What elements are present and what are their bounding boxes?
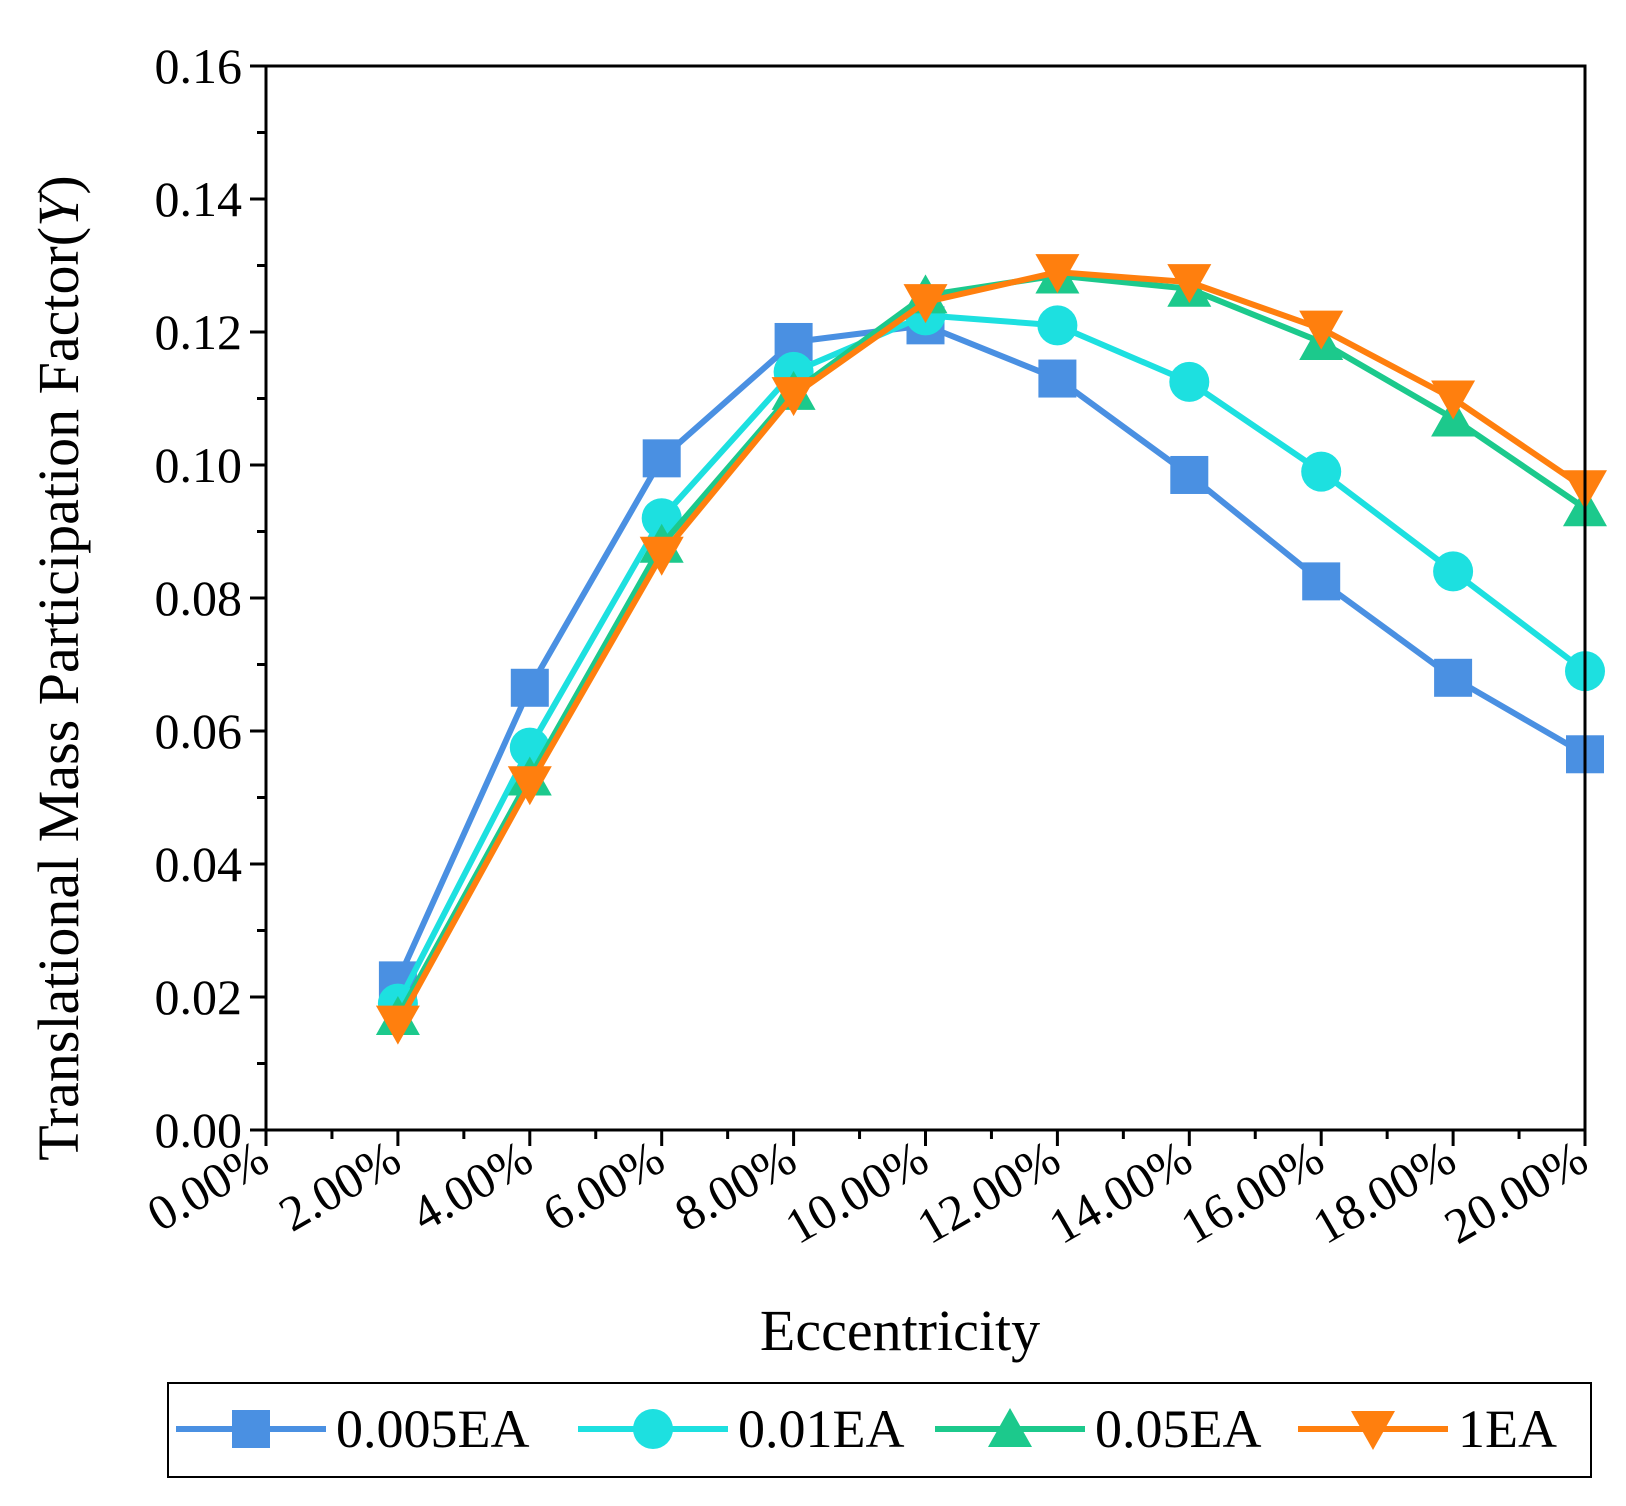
x-tick-label: 20.00% [1435, 1129, 1597, 1255]
legend-marker [988, 1408, 1032, 1447]
legend-label: 0.005EA [336, 1399, 529, 1459]
x-tick-label: 14.00% [1039, 1129, 1201, 1255]
plot-frame [264, 64, 1587, 1132]
data-point [375, 1005, 420, 1045]
y-tick-label: 0.02 [155, 969, 243, 1025]
data-point [1169, 361, 1210, 402]
legend-marker [633, 1409, 673, 1449]
x-tick-label: 10.00% [775, 1129, 937, 1255]
y-tick-label: 0.04 [155, 836, 243, 892]
x-tick-label: 6.00% [533, 1129, 673, 1242]
legend-item: 0.05EA [935, 1399, 1261, 1459]
x-tick-label: 4.00% [401, 1129, 541, 1242]
y-axis-title: Translational Mass Participation Factor(… [26, 175, 91, 1160]
y-axis-title-main: Translational Mass Participation Factor( [26, 227, 91, 1161]
x-tick-label: 16.00% [1171, 1129, 1333, 1255]
legend-label: 0.01EA [738, 1399, 904, 1459]
y-tick-label: 0.16 [155, 38, 243, 94]
data-point [903, 284, 948, 324]
series-line [395, 312, 1587, 1006]
data-point [1431, 380, 1476, 420]
y-tick-label: 0.00 [155, 1102, 243, 1158]
series-0.01EA [377, 295, 1605, 1024]
data-point [1035, 254, 1080, 294]
x-axis-title: Eccentricity [760, 1298, 1040, 1363]
x-tick-label: 18.00% [1303, 1129, 1465, 1255]
legend-item: 1EA [1298, 1399, 1557, 1459]
x-tick-label: 12.00% [907, 1129, 1069, 1255]
legend-label: 1EA [1458, 1399, 1557, 1459]
legend-marker [1351, 1411, 1395, 1450]
data-point [1170, 455, 1209, 494]
data-point [1301, 451, 1342, 492]
y-tick-label: 0.08 [155, 570, 243, 626]
x-tick-labels: 0.00%2.00%4.00%6.00%8.00%10.00%12.00%14.… [138, 1129, 1597, 1255]
x-tick-label: 2.00% [270, 1129, 410, 1242]
y-tick-label: 0.06 [155, 703, 243, 759]
x-tick-label: 8.00% [665, 1129, 805, 1242]
data-point [641, 498, 682, 539]
series-layer [375, 254, 1607, 1045]
data-point [1299, 310, 1344, 350]
data-point [1167, 264, 1212, 304]
data-point [507, 766, 552, 806]
data-point [1037, 305, 1078, 346]
data-point [510, 668, 549, 707]
y-tick-label: 0.12 [155, 304, 243, 360]
data-point [1434, 658, 1473, 697]
series-1EA [375, 254, 1607, 1045]
data-point [639, 536, 684, 576]
series-line [395, 269, 1587, 1026]
series-line [395, 322, 1587, 982]
series-0.005EA [378, 306, 1604, 1000]
data-point [1302, 562, 1341, 601]
legend-item: 0.01EA [578, 1399, 904, 1459]
data-point [771, 377, 816, 417]
legend-label: 0.05EA [1095, 1399, 1261, 1459]
legend-marker [232, 1410, 270, 1448]
ticks-layer [250, 64, 1587, 1146]
data-point [1038, 359, 1077, 398]
series-0.05EA [375, 254, 1607, 1035]
y-tick-labels: 0.00 0.02 0.04 0.06 0.08 0.10 0.12 0.14 0.16 [155, 38, 243, 1158]
y-tick-label: 0.14 [155, 171, 243, 227]
legend: 0.005EA 0.01EA 0.05EA 1EA [167, 1382, 1592, 1478]
y-axis-title-variable: Y [26, 189, 91, 227]
y-axis-title-close: ) [26, 175, 91, 194]
data-point [1433, 551, 1474, 592]
legend-item: 0.005EA [176, 1399, 529, 1459]
y-tick-label: 0.10 [155, 437, 243, 493]
data-point [642, 439, 681, 478]
